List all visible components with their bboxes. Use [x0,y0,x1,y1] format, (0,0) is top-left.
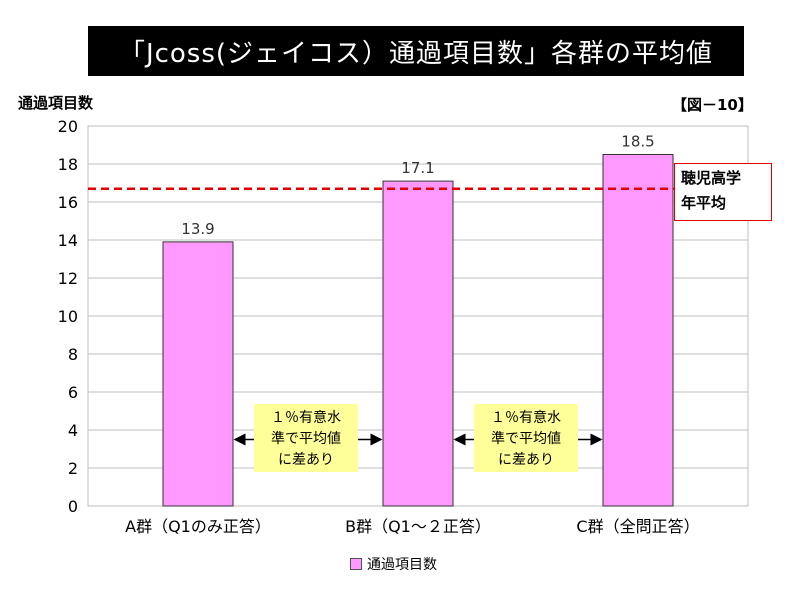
reference-label-line2: 年平均 [681,194,727,212]
bar [602,154,674,507]
legend-swatch [350,558,362,570]
x-tick-label: A群（Q1のみ正答） [125,517,271,536]
legend-label: 通過項目数 [367,557,437,573]
bar [162,241,234,507]
y-tick-label: 6 [68,383,78,402]
significance-note-bc: １％有意水 準で平均値 に差あり [474,404,578,472]
y-axis-label: 通過項目数 [18,94,94,112]
note-line: に差あり [498,452,554,468]
reference-label-line1: 聴児高学 [681,169,742,187]
x-tick-label: C群（全問正答） [576,517,699,536]
x-tick-label: B群（Q1～２正答） [345,517,491,536]
data-label: 13.9 [181,220,214,238]
note-line: 準で平均値 [271,431,341,447]
y-tick-label: 12 [58,269,78,288]
y-tick-label: 4 [68,421,78,440]
bar [382,180,454,507]
reference-line-label: 聴児高学 年平均 [674,163,772,221]
significance-note-ab: １％有意水 準で平均値 に差あり [254,404,358,472]
y-tick-label: 8 [68,345,78,364]
y-tick-label: 18 [58,155,78,174]
figure-label: 【図－10】 [672,96,753,114]
note-line: に差あり [278,452,334,468]
y-tick-label: 2 [68,459,78,478]
y-tick-label: 20 [58,117,78,136]
y-tick-label: 0 [68,497,78,516]
y-tick-label: 10 [58,307,78,326]
data-label: 17.1 [401,159,434,177]
y-tick-label: 16 [58,193,78,212]
chart-title: 「Jcoss(ジェイコス）通過項目数」各群の平均値 [88,26,744,76]
note-line: 準で平均値 [491,431,561,447]
data-label: 18.5 [621,133,654,151]
note-line: １％有意水 [491,410,561,426]
note-line: １％有意水 [271,410,341,426]
legend: 通過項目数 [350,554,437,574]
y-tick-label: 14 [58,231,78,250]
